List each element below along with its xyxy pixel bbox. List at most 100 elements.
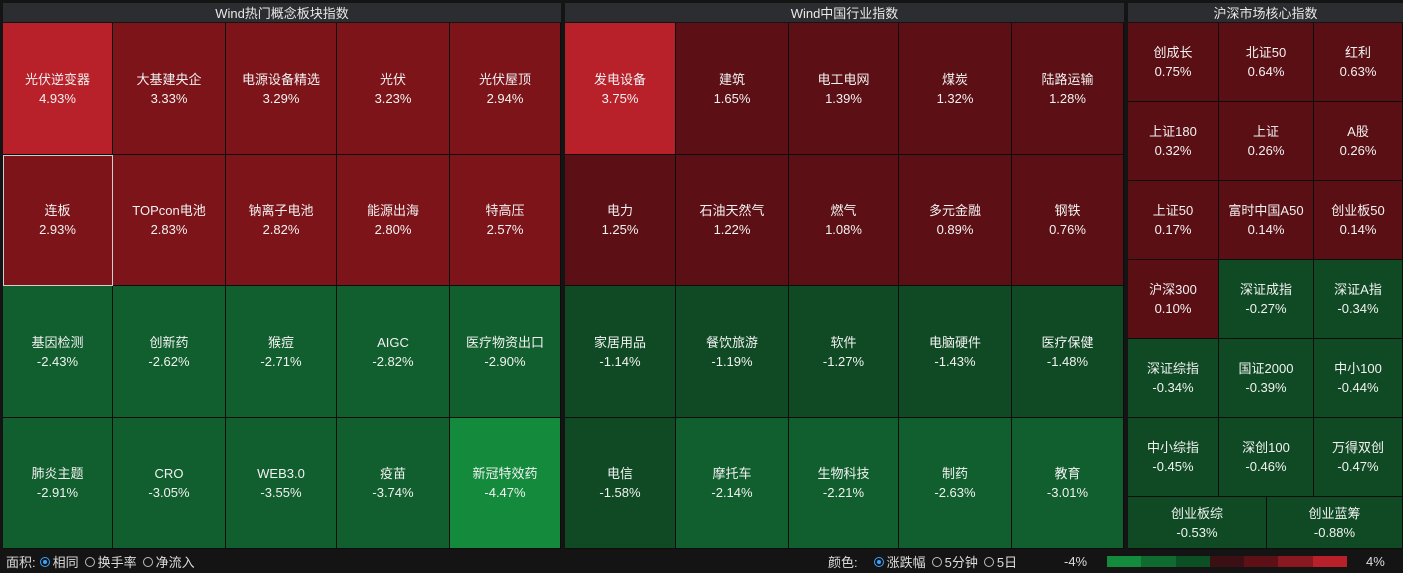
treemap-tile[interactable]: WEB3.0 -3.55%	[226, 418, 337, 549]
treemap-tile[interactable]: 电工电网 1.39%	[789, 23, 899, 155]
treemap-tile[interactable]: 国证2000 -0.39%	[1219, 339, 1314, 418]
tile-name: 陆路运输	[1041, 71, 1094, 87]
tile-name: 制药	[941, 466, 968, 481]
treemap-tile[interactable]: 深证成指 -0.27%	[1219, 260, 1314, 339]
tile-change: -0.46%	[1245, 459, 1287, 474]
treemap-tile[interactable]: TOPcon电池 2.83%	[113, 155, 226, 286]
treemap-tile[interactable]: 钢铁 0.76%	[1012, 155, 1124, 286]
tile-change: -1.48%	[1046, 353, 1089, 369]
tile-change: 2.57%	[486, 222, 524, 237]
treemap-tile[interactable]: 上证50 0.17%	[1128, 181, 1219, 260]
treemap-tile[interactable]: 中小综指 -0.45%	[1128, 418, 1219, 497]
treemap-tile[interactable]: 光伏逆变器 4.93%	[3, 23, 113, 155]
treemap-tile[interactable]: 餐饮旅游 -1.19%	[676, 286, 789, 418]
treemap-tile[interactable]: 基因检测 -2.43%	[3, 286, 113, 418]
treemap-tile[interactable]: 多元金融 0.89%	[899, 155, 1012, 286]
tile-name: 万得双创	[1331, 440, 1384, 455]
treemap-tile[interactable]: 创业蓝筹 -0.88%	[1267, 497, 1403, 549]
tile-change: 2.94%	[486, 90, 524, 106]
tile-name: 创业板50	[1331, 203, 1385, 218]
treemap-tile[interactable]: 连板 2.93%	[3, 155, 113, 286]
treemap-tile[interactable]: 上证180 0.32%	[1128, 102, 1219, 181]
treemap-tile[interactable]: 北证50 0.64%	[1219, 23, 1314, 102]
tile-name: 猴痘	[267, 334, 294, 350]
treemap-tile[interactable]: 特高压 2.57%	[450, 155, 561, 286]
treemap-tile[interactable]: 大基建央企 3.33%	[113, 23, 226, 155]
treemap-tile[interactable]: 钠离子电池 2.82%	[226, 155, 337, 286]
treemap-tile[interactable]: 电脑硬件 -1.43%	[899, 286, 1012, 418]
area-option-same[interactable]: 相同	[36, 552, 79, 571]
concept-panel: Wind热门概念板块指数 光伏逆变器 4.93% 大基建央企 3.33% 电源设备精选 3…	[3, 3, 561, 549]
tile-name: 石油天然气	[699, 203, 765, 218]
treemap-tile[interactable]: A股 0.26%	[1314, 102, 1403, 181]
tile-change: 0.10%	[1154, 301, 1192, 316]
color-option-5day[interactable]: 5日	[980, 552, 1017, 571]
treemap-tile[interactable]: 疫苗 -3.74%	[337, 418, 450, 549]
tile-name: 钢铁	[1054, 203, 1081, 218]
treemap-tile[interactable]: 新冠特效药 -4.47%	[450, 418, 561, 549]
tile-name: 上证	[1252, 124, 1279, 139]
treemap-tile[interactable]: 陆路运输 1.28%	[1012, 23, 1124, 155]
treemap-tile[interactable]: 生物科技 -2.21%	[789, 418, 899, 549]
legend-swatch	[1209, 556, 1245, 567]
treemap-tile[interactable]: 中小100 -0.44%	[1314, 339, 1403, 418]
area-option-netinflow[interactable]: 净流入	[139, 552, 195, 571]
tile-change: 1.65%	[713, 90, 751, 106]
tile-change: 0.26%	[1339, 143, 1377, 158]
treemap-tile[interactable]: 创业板50 0.14%	[1314, 181, 1403, 260]
treemap-tile[interactable]: 猴痘 -2.71%	[226, 286, 337, 418]
color-option-5min[interactable]: 5分钟	[928, 552, 978, 571]
treemap-tile[interactable]: 教育 -3.01%	[1012, 418, 1124, 549]
radio-icon	[983, 556, 994, 567]
treemap-tile[interactable]: 创业板综 -0.53%	[1128, 497, 1267, 549]
treemap-tile[interactable]: 肺炎主题 -2.91%	[3, 418, 113, 549]
tile-name: TOPcon电池	[132, 203, 206, 218]
treemap-tile[interactable]: 光伏屋顶 2.94%	[450, 23, 561, 155]
treemap-tile[interactable]: 软件 -1.27%	[789, 286, 899, 418]
tile-name: 红利	[1344, 45, 1371, 60]
treemap-tile[interactable]: 上证 0.26%	[1219, 102, 1314, 181]
treemap-tile[interactable]: 石油天然气 1.22%	[676, 155, 789, 286]
treemap-tile[interactable]: 煤炭 1.32%	[899, 23, 1012, 155]
treemap-tile[interactable]: 发电设备 3.75%	[565, 23, 676, 155]
legend-swatch	[1141, 556, 1176, 567]
treemap-tile[interactable]: 深创100 -0.46%	[1219, 418, 1314, 497]
treemap-tile[interactable]: 万得双创 -0.47%	[1314, 418, 1403, 497]
treemap-tile[interactable]: 创新药 -2.62%	[113, 286, 226, 418]
tile-change: -0.39%	[1245, 380, 1287, 395]
tile-name: 家居用品	[593, 334, 646, 350]
treemap-tile[interactable]: 红利 0.63%	[1314, 23, 1403, 102]
radio-icon	[142, 556, 153, 567]
treemap-tile[interactable]: 电信 -1.58%	[565, 418, 676, 549]
treemap-tile[interactable]: 医疗保健 -1.48%	[1012, 286, 1124, 418]
treemap-tile[interactable]: 家居用品 -1.14%	[565, 286, 676, 418]
treemap-tile[interactable]: 深证A指 -0.34%	[1314, 260, 1403, 339]
color-selector: 颜色: 涨跌幅 5分钟 5日	[828, 550, 1019, 573]
treemap-tile[interactable]: 深证综指 -0.34%	[1128, 339, 1219, 418]
treemap-tile[interactable]: AIGC -2.82%	[337, 286, 450, 418]
treemap-tile[interactable]: 制药 -2.63%	[899, 418, 1012, 549]
tile-change: -2.21%	[822, 485, 865, 500]
treemap-tile[interactable]: 能源出海 2.80%	[337, 155, 450, 286]
tile-name: 能源出海	[366, 203, 419, 218]
tile-change: 0.63%	[1339, 64, 1377, 79]
treemap-tile[interactable]: 富时中国A50 0.14%	[1219, 181, 1314, 260]
treemap-tile[interactable]: 光伏 3.23%	[337, 23, 450, 155]
treemap-tile[interactable]: 燃气 1.08%	[789, 155, 899, 286]
legend-swatch	[1244, 556, 1279, 567]
tile-name: 软件	[830, 334, 857, 350]
area-label: 面积:	[6, 555, 36, 570]
treemap-tile[interactable]: CRO -3.05%	[113, 418, 226, 549]
treemap-tile[interactable]: 建筑 1.65%	[676, 23, 789, 155]
treemap-tile[interactable]: 电力 1.25%	[565, 155, 676, 286]
treemap-tile[interactable]: 沪深300 0.10%	[1128, 260, 1219, 339]
treemap-tile[interactable]: 电源设备精选 3.29%	[226, 23, 337, 155]
tile-change: 0.75%	[1154, 64, 1192, 79]
color-option-change[interactable]: 涨跌幅	[870, 552, 926, 571]
tile-name: 上证180	[1149, 124, 1197, 139]
treemap-tile[interactable]: 创成长 0.75%	[1128, 23, 1219, 102]
area-option-turnover[interactable]: 换手率	[81, 552, 137, 571]
treemap-tile[interactable]: 医疗物资出口 -2.90%	[450, 286, 561, 418]
tile-name: 中小综指	[1146, 440, 1199, 455]
treemap-tile[interactable]: 摩托车 -2.14%	[676, 418, 789, 549]
